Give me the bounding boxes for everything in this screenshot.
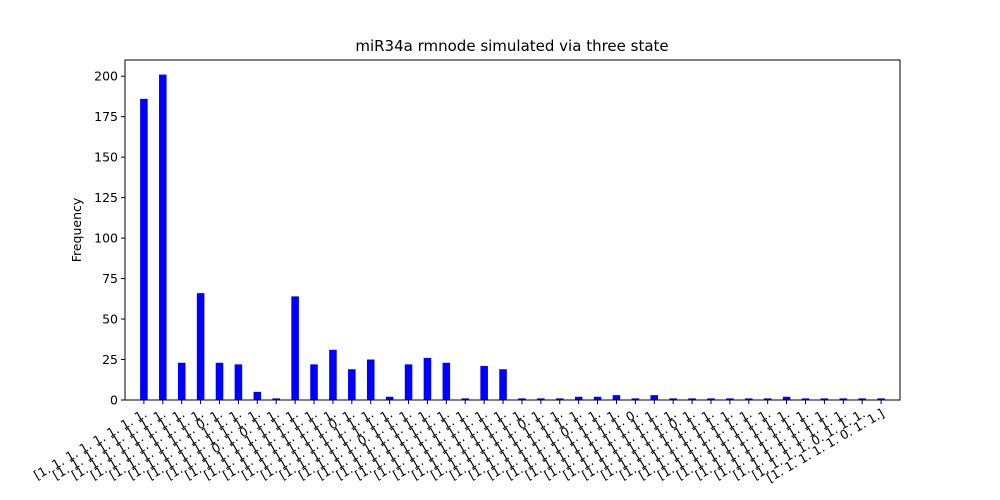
bar — [574, 396, 583, 400]
bars-group — [140, 74, 885, 401]
bar — [461, 398, 470, 400]
bar — [140, 98, 148, 401]
bar — [518, 398, 526, 400]
bar — [858, 398, 866, 400]
bar — [253, 391, 262, 400]
bar — [726, 398, 734, 400]
bar — [537, 398, 545, 400]
bar — [555, 398, 564, 400]
x-axis: [1. 1. 1. 1. 1. 1. 1. 1.[1. 1. 1. 1. 1. … — [31, 400, 887, 485]
bar — [877, 398, 885, 400]
bar — [177, 362, 186, 400]
bar — [480, 366, 488, 400]
bar — [291, 296, 299, 400]
bar — [159, 74, 167, 400]
y-axis-label: Frequency — [69, 197, 84, 262]
bar — [310, 364, 318, 400]
bar — [442, 362, 451, 400]
bar — [650, 395, 659, 400]
bar — [423, 357, 432, 400]
bar — [348, 369, 356, 400]
y-tick-label: 75 — [102, 271, 118, 286]
bar — [839, 398, 848, 400]
y-tick-label: 25 — [102, 352, 118, 367]
bar — [404, 364, 413, 400]
bar — [366, 359, 375, 400]
y-axis: 0 25 50 75 100 125 150 175 200 — [94, 69, 125, 408]
bar — [688, 398, 696, 400]
chart-title: miR34a rmnode simulated via three state — [355, 37, 668, 55]
bar — [499, 369, 507, 400]
bar — [763, 398, 772, 400]
bar — [801, 398, 810, 400]
bar — [196, 293, 205, 400]
y-tick-label: 0 — [110, 393, 118, 408]
bar — [329, 349, 337, 400]
plot-frame — [124, 59, 901, 401]
bar — [385, 396, 394, 400]
bar — [745, 398, 753, 400]
bar — [234, 364, 243, 400]
y-tick-label: 200 — [94, 69, 118, 84]
y-tick-label: 100 — [94, 231, 118, 246]
bar — [272, 398, 280, 400]
y-tick-label: 175 — [94, 109, 118, 124]
bar — [820, 398, 829, 400]
bar — [782, 396, 791, 400]
bar — [631, 398, 640, 400]
bar — [669, 398, 677, 400]
bar — [707, 398, 715, 400]
y-tick-label: 125 — [94, 190, 118, 205]
y-tick-label: 50 — [102, 312, 118, 327]
y-tick-label: 150 — [94, 150, 118, 165]
bar — [593, 396, 602, 400]
bar — [215, 362, 224, 400]
bar — [612, 395, 621, 400]
